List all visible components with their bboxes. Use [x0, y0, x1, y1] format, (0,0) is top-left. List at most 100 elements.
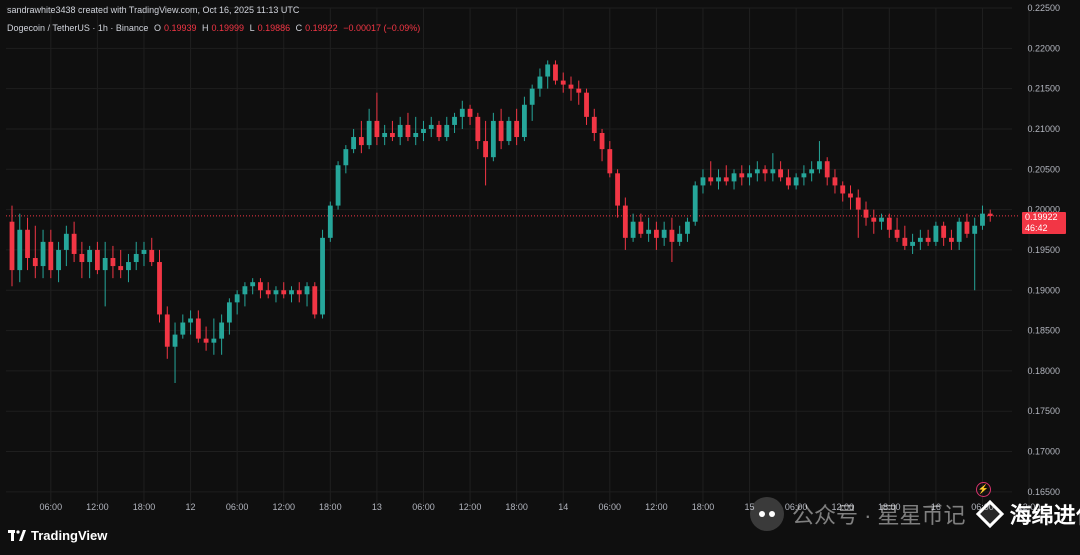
candle[interactable] [871, 209, 877, 234]
candle[interactable] [296, 282, 302, 303]
candle[interactable] [102, 241, 108, 307]
candle[interactable] [987, 209, 993, 222]
candle[interactable] [514, 108, 520, 146]
candle[interactable] [211, 318, 217, 355]
candle[interactable] [452, 112, 457, 133]
candle[interactable] [250, 278, 256, 295]
candle[interactable] [754, 161, 760, 182]
candle[interactable] [498, 108, 504, 150]
candle[interactable] [428, 116, 434, 138]
candle[interactable] [180, 314, 186, 339]
candle[interactable] [925, 229, 931, 246]
candle[interactable] [9, 205, 15, 287]
candle[interactable] [653, 221, 659, 250]
candle[interactable] [219, 314, 225, 355]
candle[interactable] [203, 326, 209, 351]
candle[interactable] [110, 245, 116, 279]
candle[interactable] [289, 286, 294, 303]
candle[interactable] [79, 241, 85, 279]
candle[interactable] [793, 173, 799, 190]
candle[interactable] [366, 108, 372, 150]
candle[interactable] [157, 249, 162, 323]
candle[interactable] [304, 282, 310, 307]
candle[interactable] [770, 153, 776, 182]
candle[interactable] [716, 169, 721, 190]
candle[interactable] [677, 225, 683, 246]
candle[interactable] [599, 128, 605, 162]
candle[interactable] [273, 286, 279, 303]
candle[interactable] [747, 165, 752, 186]
candle[interactable] [397, 116, 403, 146]
candle[interactable] [700, 169, 706, 194]
candle[interactable] [327, 201, 333, 242]
tradingview-logo[interactable]: TradingView [8, 527, 107, 543]
candle[interactable] [413, 116, 419, 146]
candle[interactable] [972, 217, 978, 291]
candle[interactable] [351, 128, 357, 154]
candle[interactable] [964, 213, 970, 238]
symbol-legend[interactable]: Dogecoin / TetherUS · 1h · Binance O 0.19… [7, 23, 423, 33]
candle[interactable] [832, 169, 838, 194]
candle[interactable] [94, 241, 100, 275]
candle[interactable] [809, 161, 815, 182]
candle[interactable] [374, 92, 380, 146]
candle[interactable] [785, 169, 791, 190]
candle[interactable] [490, 112, 496, 162]
candle[interactable] [956, 217, 962, 250]
candle[interactable] [553, 60, 558, 85]
lightning-icon[interactable]: ⚡ [976, 482, 991, 497]
candle[interactable] [622, 197, 628, 250]
candle[interactable] [172, 322, 178, 383]
candle[interactable] [32, 225, 38, 279]
candle[interactable] [661, 221, 667, 246]
candle[interactable] [133, 241, 139, 271]
candle[interactable] [824, 157, 830, 186]
candle[interactable] [646, 217, 652, 242]
candle[interactable] [320, 229, 325, 319]
candle[interactable] [917, 229, 923, 250]
candle[interactable] [312, 282, 318, 319]
candle[interactable] [537, 68, 543, 97]
candle[interactable] [584, 88, 589, 125]
candle[interactable] [638, 213, 644, 238]
candle[interactable] [390, 120, 395, 142]
candle[interactable] [226, 298, 232, 335]
candle[interactable] [382, 124, 388, 146]
candle[interactable] [17, 213, 23, 283]
candle[interactable] [265, 282, 271, 299]
candle[interactable] [980, 205, 985, 230]
candle[interactable] [840, 181, 846, 202]
candle[interactable] [762, 165, 768, 182]
candle[interactable] [949, 229, 954, 250]
candle[interactable] [560, 72, 566, 93]
candle[interactable] [421, 120, 426, 142]
candle[interactable] [444, 116, 450, 142]
candle[interactable] [778, 161, 784, 182]
candle[interactable] [475, 112, 481, 150]
candle[interactable] [933, 221, 939, 246]
candle[interactable] [941, 221, 947, 246]
candle[interactable] [731, 169, 737, 190]
candle[interactable] [591, 108, 597, 142]
candle[interactable] [459, 100, 465, 129]
candle[interactable] [902, 225, 908, 250]
candle[interactable] [405, 112, 411, 142]
candle[interactable] [63, 225, 69, 267]
candle[interactable] [630, 213, 636, 242]
candle[interactable] [358, 120, 364, 154]
candle[interactable] [141, 241, 147, 267]
candle[interactable] [71, 221, 77, 263]
candle[interactable] [87, 245, 93, 279]
candle[interactable] [879, 213, 884, 230]
candle[interactable] [886, 213, 892, 238]
candle[interactable] [48, 229, 54, 279]
candle[interactable] [506, 116, 512, 146]
candle[interactable] [894, 217, 900, 242]
candle[interactable] [848, 185, 853, 210]
candle[interactable] [910, 233, 916, 254]
candle[interactable] [436, 120, 442, 142]
legend-symbol[interactable]: Dogecoin / TetherUS · 1h · Binance [7, 23, 149, 33]
candle[interactable] [739, 165, 745, 186]
candle[interactable] [126, 253, 131, 283]
